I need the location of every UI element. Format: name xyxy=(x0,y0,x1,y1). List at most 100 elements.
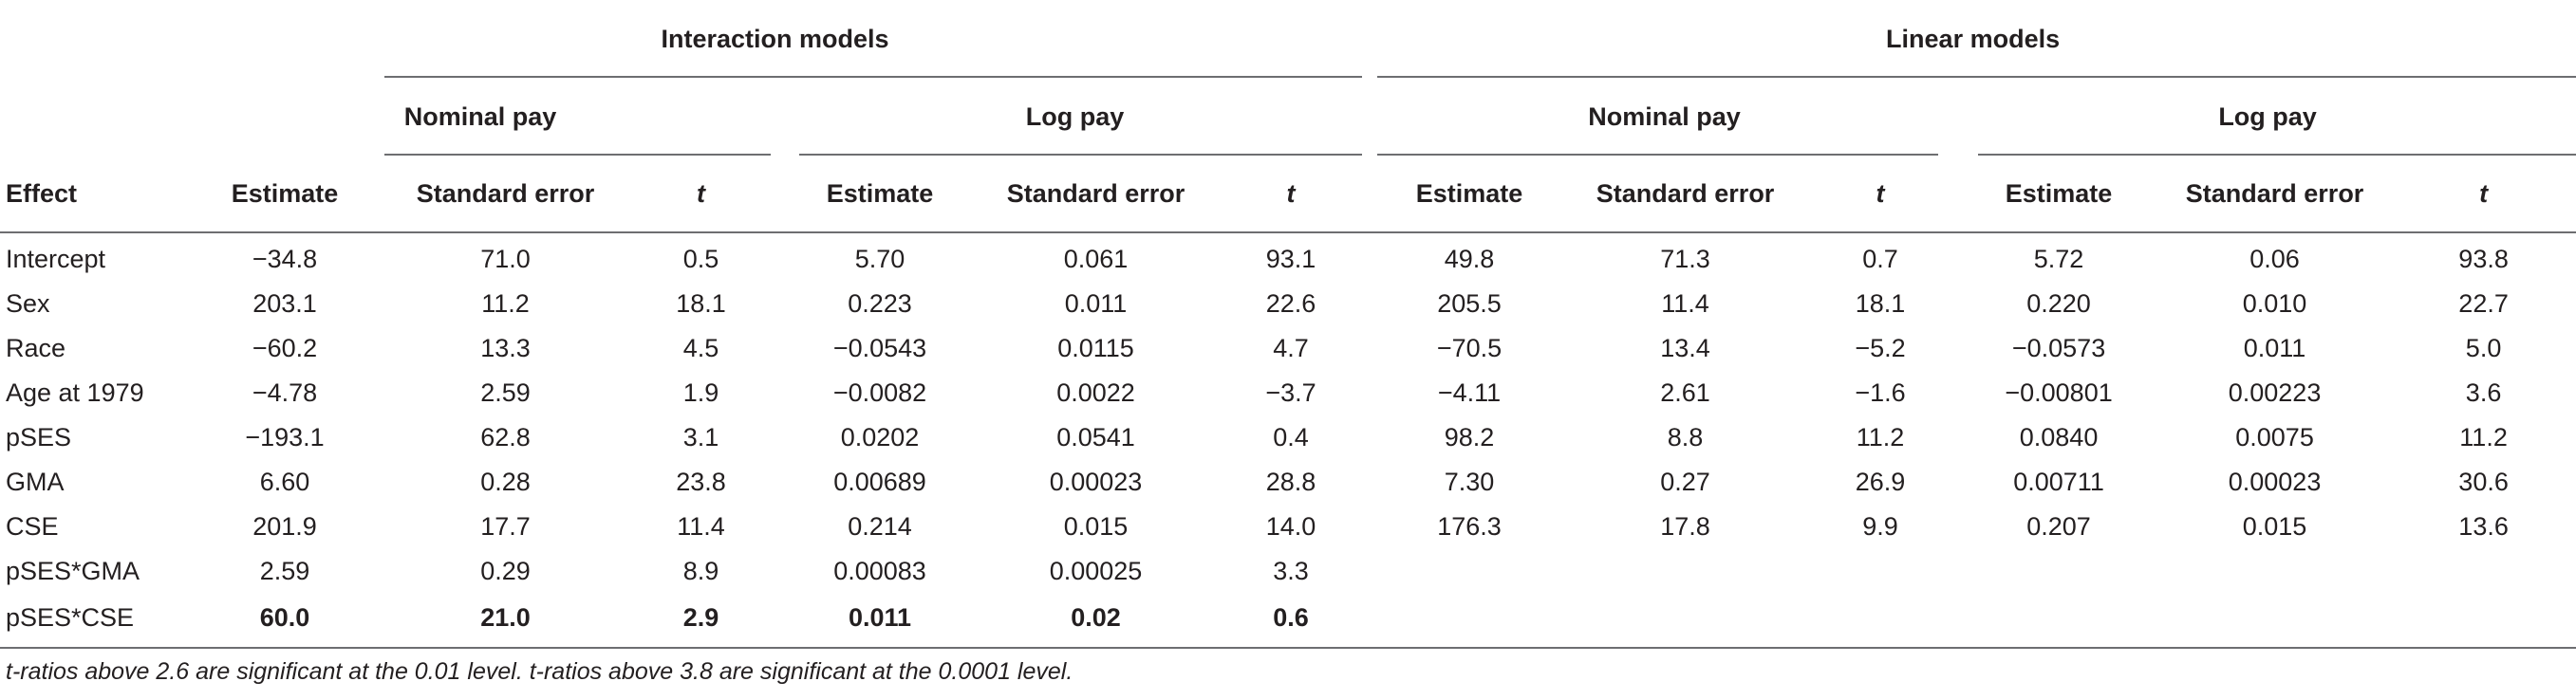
value-cell: 0.00083 xyxy=(833,557,926,585)
value-cell: 0.011 xyxy=(1064,289,1128,318)
value-cell: 71.0 xyxy=(480,245,531,273)
value-cell: 28.8 xyxy=(1265,468,1316,496)
value-cell: 17.8 xyxy=(1660,512,1710,541)
col-header-estimate: Estimate xyxy=(1370,156,1570,233)
value-cell: 0.5 xyxy=(682,245,719,273)
col-header-se: Standard error xyxy=(2158,156,2392,233)
value-cell: 23.8 xyxy=(676,468,726,496)
value-cell: 0.00025 xyxy=(1049,557,1143,585)
value-cell: 0.061 xyxy=(1063,245,1129,273)
value-cell: 62.8 xyxy=(480,423,531,451)
value-cell: 0.0022 xyxy=(1056,378,1135,407)
value-cell: 11.2 xyxy=(481,289,530,318)
value-cell: 11.4 xyxy=(1661,289,1709,318)
col-header-effect: Effect xyxy=(0,156,180,233)
value-cell: −60.2 xyxy=(252,334,318,362)
value-cell: 0.6 xyxy=(1212,594,1371,649)
value-cell: 26.9 xyxy=(1855,468,1906,496)
value-cell: 0.0115 xyxy=(1057,334,1134,362)
empty-header-cell xyxy=(0,0,180,78)
value-cell: 30.6 xyxy=(2458,468,2509,496)
value-cell: 0.00223 xyxy=(2228,378,2322,407)
value-cell: 0.00711 xyxy=(2013,468,2104,496)
value-cell: 4.5 xyxy=(682,334,719,362)
effect-cell: Intercept xyxy=(6,245,106,273)
value-cell: 11.2 xyxy=(1856,423,1905,451)
value-cell: −3.7 xyxy=(1265,378,1316,407)
value-cell: −0.0573 xyxy=(2011,334,2106,362)
value-cell: 0.00023 xyxy=(1049,468,1143,496)
value-cell: −5.2 xyxy=(1855,334,1906,362)
group-header-interaction: Interaction models xyxy=(180,0,1370,78)
value-cell: 5.70 xyxy=(854,245,905,273)
value-cell: 0.011 xyxy=(780,594,980,649)
value-cell: 14.0 xyxy=(1265,512,1316,541)
value-cell: 2.9 xyxy=(622,594,780,649)
effect-cell: Race xyxy=(6,334,66,362)
value-cell: 8.9 xyxy=(682,557,719,585)
table-row: pSES −193.1 62.8 3.1 0.0202 0.0541 0.4 98.2 8.8 1… xyxy=(0,415,2576,460)
col-header-t: t xyxy=(2391,156,2576,233)
value-cell: 0.0075 xyxy=(2235,423,2314,451)
value-cell xyxy=(1370,594,1570,649)
value-cell: 0.010 xyxy=(2242,289,2307,318)
col-header-t: t xyxy=(622,156,780,233)
subgroup-lin-nominal: Nominal pay xyxy=(1370,78,1959,156)
value-cell: 0.220 xyxy=(2026,289,2091,318)
subgroup-int-nominal: Nominal pay xyxy=(180,78,780,156)
value-cell: 22.6 xyxy=(1265,289,1316,318)
effect-cell: pSES*GMA xyxy=(6,557,140,585)
value-cell xyxy=(1801,594,1960,649)
value-cell: 0.06 xyxy=(2249,245,2300,273)
value-cell: 205.5 xyxy=(1437,289,1502,318)
table-row: GMA 6.60 0.28 23.8 0.00689 0.00023 28.8 7.30 0.2… xyxy=(0,460,2576,505)
value-cell: 0.015 xyxy=(1063,512,1129,541)
col-header-t: t xyxy=(1801,156,1960,233)
value-cell: 21.0 xyxy=(389,594,622,649)
table-body: Intercept −34.8 71.0 0.5 5.70 0.061 93.1 49.8 71… xyxy=(0,232,2576,649)
value-cell: 3.6 xyxy=(2465,378,2502,407)
subgroup-header-row: Nominal pay Log pay Nominal pay Log pay xyxy=(0,78,2576,156)
value-cell: 60.0 xyxy=(180,594,389,649)
value-cell: 8.8 xyxy=(1667,423,1704,451)
value-cell xyxy=(1569,549,1801,594)
value-cell: 98.2 xyxy=(1444,423,1495,451)
value-cell xyxy=(2158,594,2392,649)
value-cell: 5.72 xyxy=(2033,245,2084,273)
value-cell: 203.1 xyxy=(252,289,317,318)
table-row: Race −60.2 13.3 4.5 −0.0543 0.0115 4.7 −70.5 13.… xyxy=(0,326,2576,371)
value-cell: 0.29 xyxy=(480,557,531,585)
value-cell: 176.3 xyxy=(1437,512,1502,541)
column-header-row: Effect Estimate Standard error t Estimat… xyxy=(0,156,2576,233)
table-row: pSES*CSE 60.0 21.0 2.9 0.011 0.02 0.6 xyxy=(0,594,2576,649)
subgroup-int-log: Log pay xyxy=(780,78,1370,156)
col-header-t: t xyxy=(1212,156,1371,233)
value-cell: 201.9 xyxy=(252,512,317,541)
table-row: pSES*GMA 2.59 0.29 8.9 0.00083 0.00025 3.3 xyxy=(0,549,2576,594)
value-cell: −4.11 xyxy=(1437,378,1502,407)
value-cell xyxy=(1801,549,1959,594)
value-cell: 0.011 xyxy=(2243,334,2306,362)
value-cell: −70.5 xyxy=(1436,334,1503,362)
value-cell: 22.7 xyxy=(2458,289,2509,318)
value-cell: 11.4 xyxy=(677,512,725,541)
value-cell xyxy=(1959,594,2159,649)
value-cell: 2.59 xyxy=(480,378,531,407)
value-cell xyxy=(2391,549,2576,594)
value-cell: 0.207 xyxy=(2026,512,2091,541)
value-cell: 93.8 xyxy=(2458,245,2509,273)
empty-header-cell xyxy=(0,78,180,156)
table-footnote: t-ratios above 2.6 are significant at th… xyxy=(6,658,1073,685)
effect-cell: CSE xyxy=(6,512,59,541)
value-cell: 13.6 xyxy=(2458,512,2509,541)
col-header-se: Standard error xyxy=(980,156,1212,233)
effect-cell: Age at 1979 xyxy=(6,378,144,407)
value-cell: 11.2 xyxy=(2459,423,2508,451)
value-cell: 49.8 xyxy=(1444,245,1495,273)
value-cell: 0.015 xyxy=(2242,512,2307,541)
value-cell xyxy=(2158,549,2391,594)
value-cell: 13.3 xyxy=(480,334,531,362)
value-cell: −0.0543 xyxy=(832,334,927,362)
table-row: Intercept −34.8 71.0 0.5 5.70 0.061 93.1 49.8 71… xyxy=(0,232,2576,282)
